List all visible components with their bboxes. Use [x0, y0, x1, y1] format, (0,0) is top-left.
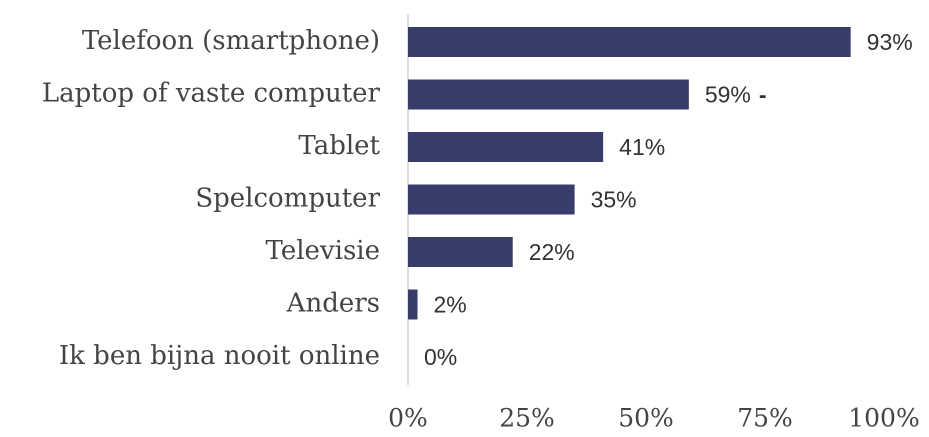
category-label: Televisie [266, 236, 380, 266]
value-marker: - [759, 82, 767, 108]
value-label: 59% [705, 82, 751, 108]
x-tick-label: 25% [499, 404, 555, 433]
bar [408, 132, 604, 162]
value-label: 93% [867, 29, 913, 55]
value-label: 41% [619, 134, 665, 160]
category-label: Tablet [298, 131, 380, 161]
value-label: 35% [591, 187, 637, 213]
bar [408, 184, 575, 215]
x-tick-label: 100% [848, 404, 919, 433]
x-tick-label: 50% [618, 404, 674, 433]
value-label: 22% [529, 239, 575, 265]
category-label: Laptop of vaste computer [42, 79, 381, 109]
category-label: Ik ben bijna nooit online [59, 341, 380, 371]
x-tick-label: 0% [388, 404, 428, 433]
category-label: Anders [286, 289, 380, 319]
value-label: 0% [424, 344, 457, 370]
value-label: 2% [434, 292, 467, 318]
category-label: Telefoon (smartphone) [82, 26, 380, 56]
bar [408, 79, 689, 110]
x-tick-label: 75% [737, 404, 793, 433]
category-label: Spelcomputer [195, 184, 380, 214]
bar [408, 289, 418, 320]
bar [408, 27, 851, 57]
bar [408, 237, 513, 267]
